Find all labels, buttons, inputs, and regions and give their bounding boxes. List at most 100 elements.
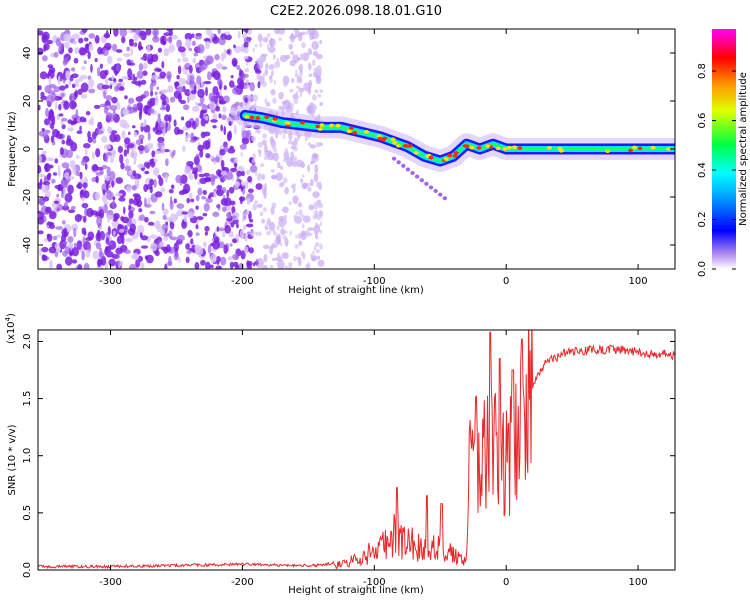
spectrogram-cell (138, 110, 142, 121)
spectrogram-cell (105, 245, 112, 253)
spectrogram-cell (216, 189, 224, 197)
spectrogram-cell (182, 104, 190, 111)
snr-panel: -300 -200 -100 0 100 0.0 0.5 1.0 1.5 2.0 Height … (4, 313, 676, 596)
spectrogram-cell (319, 221, 323, 227)
spectrogram-cell (301, 41, 306, 49)
spectrogram-cell (262, 244, 270, 250)
spectrogram-cell (290, 102, 294, 109)
spectrogram-cell (242, 224, 247, 231)
spectrogram-cell (209, 264, 214, 269)
spectrogram-cell (154, 68, 161, 72)
spectrogram-cell (214, 54, 220, 61)
spectrogram-cell (107, 226, 111, 236)
spectrogram-cell (128, 210, 134, 219)
spectrogram-cell (143, 90, 150, 98)
spectrogram-cell (262, 133, 267, 139)
spectrogram-cell (252, 152, 256, 160)
spectrogram-cell (123, 206, 126, 215)
spectrogram-cell (76, 240, 83, 250)
spectrogram-cell (162, 214, 167, 221)
spectrogram-cell (69, 100, 77, 110)
spectrogram-cell (236, 64, 241, 70)
spectrogram-cell (276, 252, 281, 259)
spectrogram-cell (50, 52, 55, 58)
spectrogram-cell (109, 155, 115, 163)
spectrogram-cell (88, 33, 96, 39)
spectrogram-cell (107, 213, 110, 223)
spectrogram-cell (117, 253, 120, 259)
spectrogram-cell (269, 265, 274, 269)
spectrogram-cell (300, 251, 305, 258)
spectrogram-cell (251, 159, 256, 164)
spectrogram-cell (75, 155, 80, 159)
spectrogram-cell (268, 246, 273, 252)
spectrogram-cell (80, 246, 84, 252)
spectrogram-cell (316, 155, 319, 162)
ridge-peak (447, 153, 453, 158)
spectrogram-cell (215, 169, 222, 177)
spectrogram-cell (66, 135, 71, 144)
spectrogram-cell (220, 256, 227, 266)
spectrogram-cell (67, 119, 73, 124)
spectrogram-cell (274, 61, 279, 69)
spectrogram-cell (83, 117, 87, 123)
spectrogram-cell (118, 197, 126, 202)
spectrogram-cell (257, 33, 263, 43)
spectrogram-cell (111, 180, 115, 188)
spectrogram-cell (80, 82, 89, 93)
x-tick-label: -200 (231, 276, 254, 287)
spectrogram-cell (273, 55, 277, 59)
spectrogram-cell (253, 200, 259, 204)
spectrogram-cell (165, 121, 168, 128)
spectrogram-cell (54, 158, 59, 164)
spectrogram-cell (150, 90, 154, 97)
ridge-peak (390, 137, 396, 142)
spectrogram-cell (299, 69, 304, 77)
spectrogram-cell (223, 85, 227, 91)
spectrogram-cell (302, 215, 311, 223)
colorbar-tick-label: 0.2 (697, 212, 708, 228)
spectrogram-cell (308, 73, 313, 77)
spectrogram-cell (134, 178, 140, 188)
spectrogram-cell (263, 182, 267, 193)
spectrogram-cell (278, 105, 283, 111)
spectrogram-cell (312, 107, 316, 114)
spectrogram-cell (64, 84, 69, 89)
spectrogram-cell (44, 85, 52, 94)
spectrogram-cell (264, 143, 268, 154)
spectrogram-cell (247, 175, 252, 183)
spectrogram-cell (221, 66, 228, 70)
spectrogram-cell (103, 90, 107, 99)
spectrogram-cell (305, 263, 310, 269)
ridge-peak (396, 143, 402, 148)
spectrogram-cell (259, 211, 264, 217)
spectrogram-cell (226, 211, 232, 219)
spectrogram-cell (243, 73, 249, 78)
spectrogram-cell (228, 80, 235, 88)
spectrogram-cell (135, 139, 142, 146)
spectrogram-cell (140, 56, 146, 61)
spectrogram-cell (204, 176, 212, 183)
spectrogram-cell (317, 193, 320, 197)
spectrogram-cell (284, 186, 289, 195)
spectrogram-cell (79, 125, 82, 132)
spectrogram-cell (63, 202, 68, 208)
spectrogram-cell (116, 235, 123, 245)
spectrogram-cell (254, 171, 258, 176)
spectrogram-cell (80, 159, 87, 166)
spectrogram-cell (99, 225, 103, 230)
spectrogram-y-label: Frequency (Hz) (7, 111, 18, 187)
spectrogram-cell (160, 93, 167, 101)
spectrogram-cell (146, 44, 151, 53)
spectrogram-cell (74, 89, 79, 98)
spectrogram-cell (83, 262, 90, 269)
spectrogram-cell (262, 81, 267, 88)
spectrogram-cell (38, 230, 44, 235)
spectrogram-cell (296, 109, 299, 114)
spectrogram-cell (299, 53, 303, 57)
spectrogram-cell (74, 265, 78, 269)
spectrogram-cell (401, 163, 406, 168)
spectrogram-cell (52, 235, 58, 241)
spectrogram-cell (185, 38, 192, 49)
